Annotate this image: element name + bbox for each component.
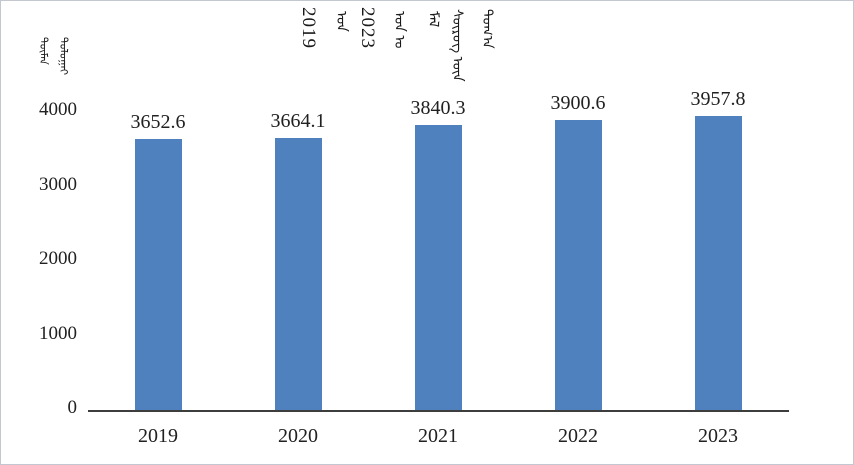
- bar-value-label: 3664.1: [270, 110, 326, 133]
- x-axis-line: [88, 410, 789, 412]
- bar-2023: [694, 116, 742, 410]
- bar-value-label: 3900.6: [550, 92, 606, 115]
- x-axis-tick-label-2020: 2020: [278, 425, 318, 447]
- x-axis-tick-label-2019: 2019: [138, 425, 178, 447]
- bar-2020: [274, 138, 322, 410]
- title-segment-4: ᠮᠠᠯ: [425, 11, 440, 28]
- title-segment-5: ᠰᠦᠷᠦᠭ ᠦᠨ: [449, 9, 464, 82]
- x-axis-tick-label-2021: 2021: [418, 425, 458, 447]
- title-segment-2019: 2019: [298, 7, 319, 49]
- y-axis-tick-label: 4000: [39, 99, 77, 120]
- title-segment-3: ᠣᠨ ᠤ: [391, 11, 406, 49]
- bar-value-label: 3840.3: [410, 96, 466, 119]
- bar-2019: [134, 138, 182, 410]
- y-axis-tick-label: 0: [67, 397, 78, 418]
- bar-2021: [414, 124, 462, 410]
- unit-label-segment: ᠲᠣᠯᠣᠭᠠᠢ: [57, 37, 69, 75]
- x-axis-tick-label-2023: 2023: [698, 425, 738, 447]
- bar-2022: [554, 120, 602, 410]
- title-segment-6: ᠲᠣᠭ᠎ᠠ: [479, 9, 494, 49]
- bar-value-label: 3652.6: [130, 110, 186, 133]
- y-axis-tick-label: 3000: [39, 173, 77, 195]
- y-axis-tick-label: 2000: [39, 248, 77, 269]
- title-segment-1: ᠣᠨ: [333, 11, 348, 32]
- bar-value-label: 3957.8: [690, 88, 746, 111]
- unit-label-segment: ᠲᠦᠮᠡᠨ: [37, 37, 49, 65]
- title-segment-2023: 2023: [357, 7, 378, 49]
- y-axis-tick-label: 1000: [39, 322, 77, 344]
- x-axis-tick-label-2022: 2022: [558, 425, 598, 447]
